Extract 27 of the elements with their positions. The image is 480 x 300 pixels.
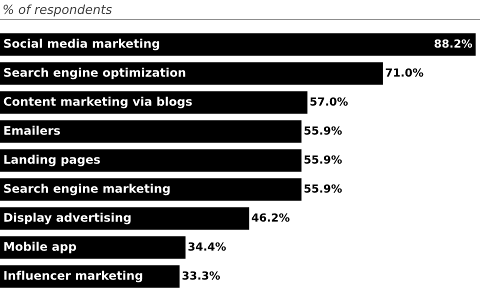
data-label: 55.9%: [304, 155, 342, 164]
bar: [0, 178, 302, 201]
bar: [0, 120, 302, 143]
y-tick-label: Mobile app: [4, 242, 76, 254]
y-tick-label: Search engine optimization: [4, 68, 186, 80]
y-tick-label: Search engine marketing: [4, 184, 170, 196]
bar: [0, 149, 302, 172]
y-tick-label: Landing pages: [4, 154, 100, 166]
bar: [0, 207, 250, 230]
data-label: 55.9%: [304, 184, 342, 193]
data-label: 71.0%: [386, 68, 424, 77]
data-label: 88.2%: [434, 39, 472, 48]
data-label: 57.0%: [310, 97, 348, 106]
bar: [0, 236, 186, 259]
bar: [0, 62, 383, 85]
y-tick-label: Social media marketing: [4, 38, 160, 50]
bar: [0, 91, 308, 114]
data-label: 46.2%: [252, 213, 290, 222]
data-label: 34.4%: [188, 242, 226, 251]
y-tick-label: Influencer marketing: [4, 270, 142, 282]
y-tick-label: Content marketing via blogs: [4, 96, 192, 108]
chart-subtitle: % of respondents: [4, 4, 112, 17]
y-tick-label: Display advertising: [4, 212, 131, 224]
data-label: 33.3%: [182, 271, 220, 280]
bar: [0, 33, 476, 56]
y-tick-label: Emailers: [4, 126, 60, 135]
data-label: 55.9%: [304, 126, 342, 135]
